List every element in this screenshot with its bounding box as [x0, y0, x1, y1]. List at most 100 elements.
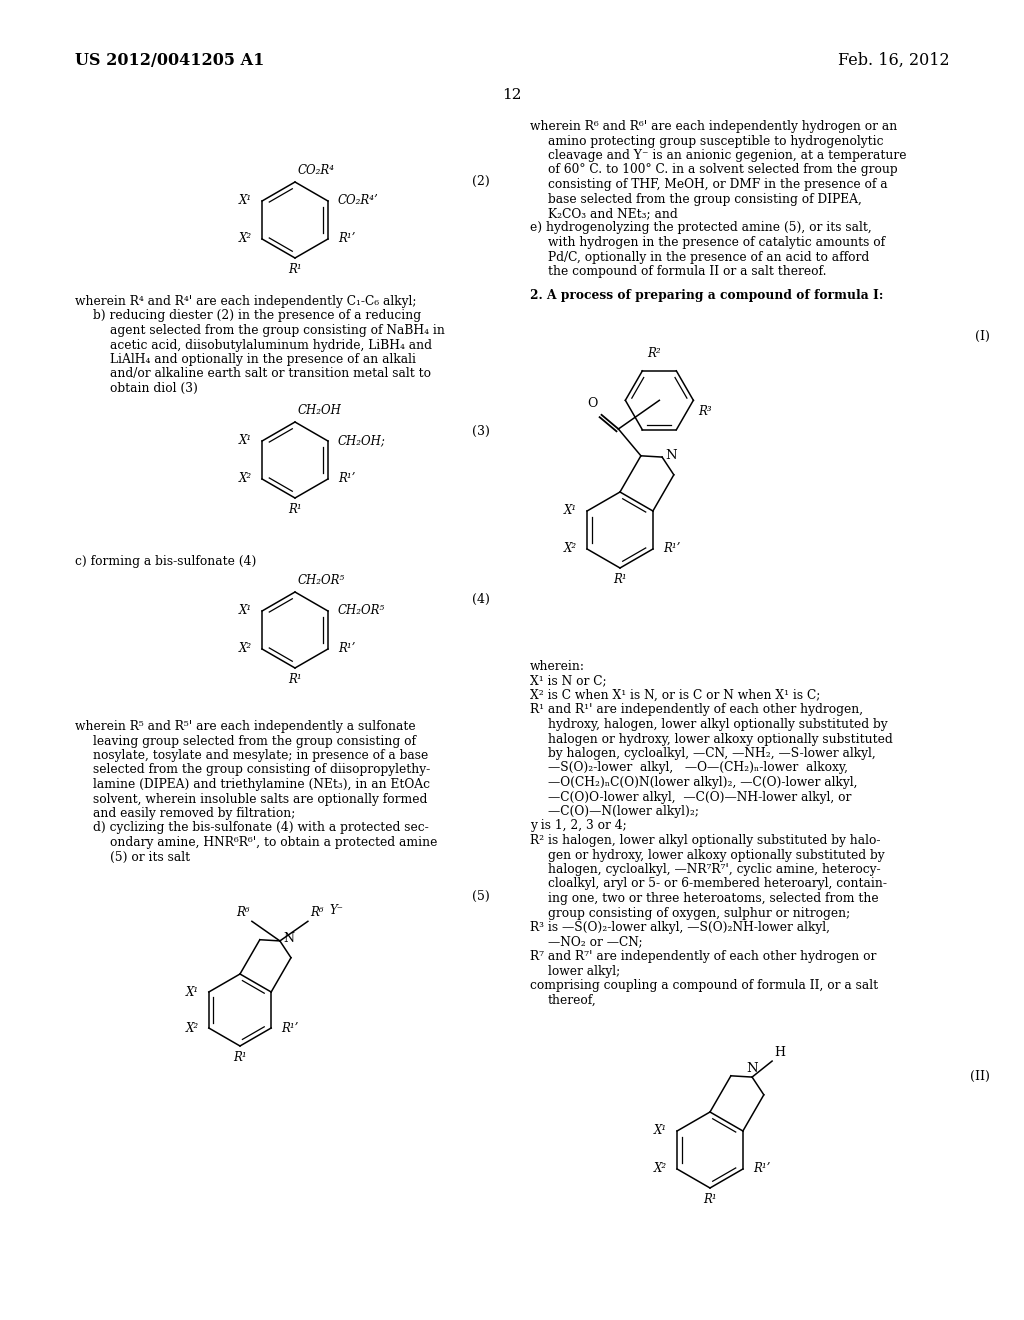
Text: X²: X² — [239, 473, 252, 486]
Text: leaving group selected from the group consisting of: leaving group selected from the group co… — [93, 734, 416, 747]
Text: N: N — [283, 932, 294, 945]
Text: R¹: R¹ — [288, 263, 302, 276]
Text: (3): (3) — [472, 425, 490, 438]
Text: X¹: X¹ — [186, 986, 199, 998]
Text: 12: 12 — [502, 88, 522, 102]
Text: CH₂OH;: CH₂OH; — [338, 434, 386, 447]
Text: US 2012/0041205 A1: US 2012/0041205 A1 — [75, 51, 264, 69]
Text: N: N — [746, 1063, 758, 1074]
Text: CH₂OR⁵: CH₂OR⁵ — [298, 574, 345, 587]
Text: (2): (2) — [472, 176, 490, 187]
Text: and easily removed by filtration;: and easily removed by filtration; — [93, 807, 295, 820]
Text: wherein R⁶ and R⁶' are each independently hydrogen or an: wherein R⁶ and R⁶' are each independentl… — [530, 120, 897, 133]
Text: R⁶: R⁶ — [310, 907, 324, 919]
Text: Y⁻: Y⁻ — [330, 904, 344, 917]
Text: R³: R³ — [698, 405, 712, 418]
Text: agent selected from the group consisting of NaBH₄ in: agent selected from the group consisting… — [110, 323, 444, 337]
Text: R¹’: R¹’ — [753, 1163, 770, 1176]
Text: obtain diol (3): obtain diol (3) — [110, 381, 198, 395]
Text: (II): (II) — [970, 1071, 990, 1082]
Text: group consisting of oxygen, sulphur or nitrogen;: group consisting of oxygen, sulphur or n… — [548, 907, 850, 920]
Text: CH₂OH: CH₂OH — [298, 404, 342, 417]
Text: R⁶: R⁶ — [237, 907, 250, 919]
Text: —C(O)O-lower alkyl,  —C(O)—NH-lower alkyl, or: —C(O)O-lower alkyl, —C(O)—NH-lower alkyl… — [548, 791, 851, 804]
Text: R¹’: R¹’ — [281, 1022, 298, 1035]
Text: wherein R⁵ and R⁵' are each independently a sulfonate: wherein R⁵ and R⁵' are each independentl… — [75, 719, 416, 733]
Text: gen or hydroxy, lower alkoxy optionally substituted by: gen or hydroxy, lower alkoxy optionally … — [548, 849, 885, 862]
Text: K₂CO₃ and NEt₃; and: K₂CO₃ and NEt₃; and — [548, 207, 678, 220]
Text: X¹: X¹ — [239, 194, 252, 207]
Text: R¹: R¹ — [288, 673, 302, 686]
Text: X¹ is N or C;: X¹ is N or C; — [530, 675, 606, 688]
Text: R¹’: R¹’ — [338, 473, 355, 486]
Text: R² is halogen, lower alkyl optionally substituted by halo-: R² is halogen, lower alkyl optionally su… — [530, 834, 881, 847]
Text: c) forming a bis-sulfonate (4): c) forming a bis-sulfonate (4) — [75, 554, 256, 568]
Text: ing one, two or three heteroatoms, selected from the: ing one, two or three heteroatoms, selec… — [548, 892, 879, 906]
Text: wherein:: wherein: — [530, 660, 585, 673]
Text: cloalkyl, aryl or 5- or 6-membered heteroaryl, contain-: cloalkyl, aryl or 5- or 6-membered heter… — [548, 878, 887, 891]
Text: R¹’: R¹’ — [663, 543, 680, 556]
Text: d) cyclizing the bis-sulfonate (4) with a protected sec-: d) cyclizing the bis-sulfonate (4) with … — [93, 821, 429, 834]
Text: wherein R⁴ and R⁴' are each independently C₁-C₆ alkyl;: wherein R⁴ and R⁴' are each independentl… — [75, 294, 417, 308]
Text: R¹: R¹ — [288, 503, 302, 516]
Text: X² is C when X¹ is N, or is C or N when X¹ is C;: X² is C when X¹ is N, or is C or N when … — [530, 689, 820, 702]
Text: e) hydrogenolyzing the protected amine (5), or its salt,: e) hydrogenolyzing the protected amine (… — [530, 222, 871, 235]
Text: lower alkyl;: lower alkyl; — [548, 965, 621, 978]
Text: cleavage and Y⁻ is an anionic gegenion, at a temperature: cleavage and Y⁻ is an anionic gegenion, … — [548, 149, 906, 162]
Text: —S(O)₂-lower  alkyl,   —O—(CH₂)ₙ-lower  alkoxy,: —S(O)₂-lower alkyl, —O—(CH₂)ₙ-lower alko… — [548, 762, 848, 775]
Text: N: N — [666, 449, 677, 462]
Text: X¹: X¹ — [654, 1125, 667, 1138]
Text: (4): (4) — [472, 593, 490, 606]
Text: y is 1, 2, 3 or 4;: y is 1, 2, 3 or 4; — [530, 820, 627, 833]
Text: R¹: R¹ — [233, 1051, 247, 1064]
Text: R³ is —S(O)₂-lower alkyl, —S(O)₂NH-lower alkyl,: R³ is —S(O)₂-lower alkyl, —S(O)₂NH-lower… — [530, 921, 830, 935]
Text: R¹: R¹ — [703, 1193, 717, 1206]
Text: X²: X² — [186, 1022, 199, 1035]
Text: base selected from the group consisting of DIPEA,: base selected from the group consisting … — [548, 193, 862, 206]
Text: X²: X² — [239, 643, 252, 656]
Text: R¹’: R¹’ — [338, 643, 355, 656]
Text: X²: X² — [564, 543, 577, 556]
Text: nosylate, tosylate and mesylate; in presence of a base: nosylate, tosylate and mesylate; in pres… — [93, 748, 428, 762]
Text: X¹: X¹ — [239, 434, 252, 447]
Text: halogen or hydroxy, lower alkoxy optionally substituted: halogen or hydroxy, lower alkoxy optiona… — [548, 733, 893, 746]
Text: comprising coupling a compound of formula II, or a salt: comprising coupling a compound of formul… — [530, 979, 879, 993]
Text: b) reducing diester (2) in the presence of a reducing: b) reducing diester (2) in the presence … — [93, 309, 421, 322]
Text: with hydrogen in the presence of catalytic amounts of: with hydrogen in the presence of catalyt… — [548, 236, 885, 249]
Text: lamine (DIPEA) and triethylamine (NEt₃), in an EtOAc: lamine (DIPEA) and triethylamine (NEt₃),… — [93, 777, 430, 791]
Text: by halogen, cycloalkyl, —CN, —NH₂, —S-lower alkyl,: by halogen, cycloalkyl, —CN, —NH₂, —S-lo… — [548, 747, 876, 760]
Text: the compound of formula II or a salt thereof.: the compound of formula II or a salt the… — [548, 265, 826, 279]
Text: R¹ and R¹' are independently of each other hydrogen,: R¹ and R¹' are independently of each oth… — [530, 704, 863, 717]
Text: and/or alkaline earth salt or transition metal salt to: and/or alkaline earth salt or transition… — [110, 367, 431, 380]
Text: LiAlH₄ and optionally in the presence of an alkali: LiAlH₄ and optionally in the presence of… — [110, 352, 416, 366]
Text: X²: X² — [654, 1163, 667, 1176]
Text: H: H — [774, 1045, 785, 1059]
Text: O: O — [587, 397, 598, 409]
Text: CO₂R⁴’: CO₂R⁴’ — [338, 194, 379, 207]
Text: X¹: X¹ — [564, 504, 577, 517]
Text: —O(CH₂)ₙC(O)N(lower alkyl)₂, —C(O)-lower alkyl,: —O(CH₂)ₙC(O)N(lower alkyl)₂, —C(O)-lower… — [548, 776, 857, 789]
Text: solvent, wherein insoluble salts are optionally formed: solvent, wherein insoluble salts are opt… — [93, 792, 427, 805]
Text: (5): (5) — [472, 890, 490, 903]
Text: CO₂R⁴: CO₂R⁴ — [298, 164, 335, 177]
Text: (5) or its salt: (5) or its salt — [110, 850, 190, 863]
Text: X¹: X¹ — [239, 605, 252, 618]
Text: X²: X² — [239, 232, 252, 246]
Text: halogen, cycloalkyl, —NR⁷R⁷', cyclic amine, heterocy-: halogen, cycloalkyl, —NR⁷R⁷', cyclic ami… — [548, 863, 881, 876]
Text: amino protecting group susceptible to hydrogenolytic: amino protecting group susceptible to hy… — [548, 135, 884, 148]
Text: —C(O)—N(lower alkyl)₂;: —C(O)—N(lower alkyl)₂; — [548, 805, 699, 818]
Text: consisting of THF, MeOH, or DMF in the presence of a: consisting of THF, MeOH, or DMF in the p… — [548, 178, 888, 191]
Text: selected from the group consisting of diisopropylethy-: selected from the group consisting of di… — [93, 763, 430, 776]
Text: (I): (I) — [975, 330, 990, 343]
Text: CH₂OR⁵: CH₂OR⁵ — [338, 605, 385, 618]
Text: R¹: R¹ — [613, 573, 627, 586]
Text: ondary amine, HNR⁶R⁶', to obtain a protected amine: ondary amine, HNR⁶R⁶', to obtain a prote… — [110, 836, 437, 849]
Text: Feb. 16, 2012: Feb. 16, 2012 — [839, 51, 950, 69]
Text: hydroxy, halogen, lower alkyl optionally substituted by: hydroxy, halogen, lower alkyl optionally… — [548, 718, 888, 731]
Text: R⁷ and R⁷' are independently of each other hydrogen or: R⁷ and R⁷' are independently of each oth… — [530, 950, 877, 964]
Text: Pd/C, optionally in the presence of an acid to afford: Pd/C, optionally in the presence of an a… — [548, 251, 869, 264]
Text: —NO₂ or —CN;: —NO₂ or —CN; — [548, 936, 643, 949]
Text: R¹’: R¹’ — [338, 232, 355, 246]
Text: thereof,: thereof, — [548, 994, 597, 1006]
Text: of 60° C. to 100° C. in a solvent selected from the group: of 60° C. to 100° C. in a solvent select… — [548, 164, 898, 177]
